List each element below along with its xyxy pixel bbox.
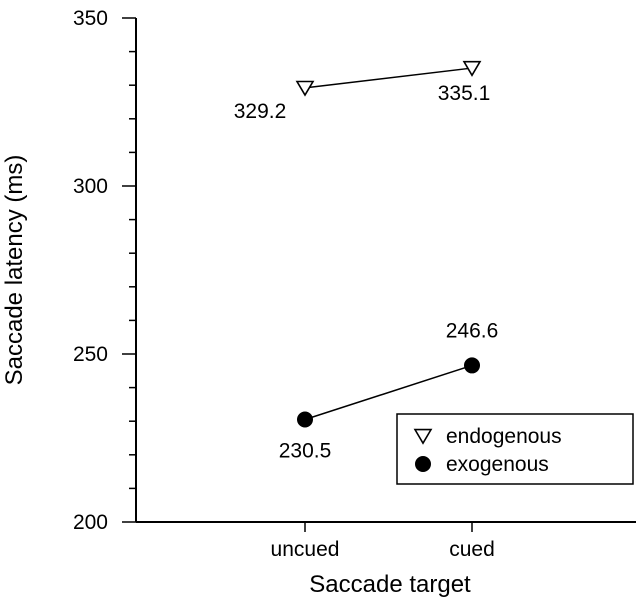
exogenous-point — [464, 357, 480, 374]
exogenous-value-label: 230.5 — [279, 440, 332, 463]
legend-label-exogenous: exogenous — [446, 453, 549, 476]
series-layer: 329.2 335.1 230.5 246.6 — [234, 60, 499, 463]
legend: endogenous exogenous — [396, 413, 634, 485]
y-tick-label: 300 — [73, 175, 108, 198]
endogenous-series: 329.2 335.1 — [234, 60, 491, 123]
endogenous-point — [295, 80, 315, 97]
x-tick-label: cued — [449, 538, 495, 561]
y-tick-label: 350 — [73, 7, 108, 30]
exogenous-point — [415, 456, 431, 472]
endogenous-value-label: 335.1 — [438, 82, 491, 105]
x-tick-label: uncued — [271, 538, 340, 561]
exogenous-value-label: 246.6 — [446, 319, 499, 342]
legend-label-endogenous: endogenous — [446, 425, 562, 448]
exogenous-point — [297, 411, 313, 428]
endogenous-point — [413, 428, 433, 445]
y-axis-ticks: 200 250 300 350 — [73, 7, 136, 534]
endogenous-value-label: 329.2 — [234, 100, 287, 123]
y-tick-label: 250 — [73, 343, 108, 366]
x-axis-title: Saccade target — [309, 571, 471, 598]
x-axis-ticks: uncued cued — [271, 522, 495, 561]
exogenous-line — [304, 364, 473, 421]
y-axis-title: Saccade latency (ms) — [1, 155, 28, 386]
endogenous-line — [304, 67, 473, 89]
axes — [135, 18, 636, 523]
legend-box — [396, 413, 634, 485]
endogenous-point — [462, 60, 482, 77]
y-tick-label: 200 — [73, 511, 108, 534]
exogenous-series: 230.5 246.6 — [279, 319, 499, 462]
